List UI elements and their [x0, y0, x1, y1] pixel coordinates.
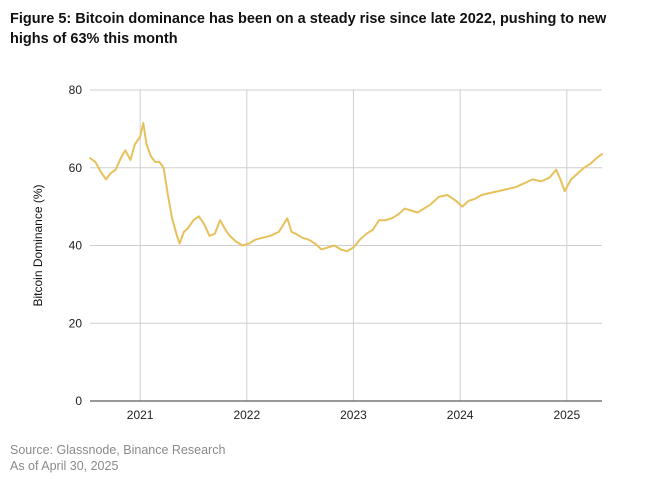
y-tick-label: 60	[69, 161, 83, 175]
y-axis-label: Bitcoin Dominance (%)	[31, 184, 45, 306]
source-line: Source: Glassnode, Binance Research	[10, 443, 226, 457]
chart-grid	[90, 89, 602, 401]
y-tick-label: 40	[69, 239, 83, 253]
series-layer	[89, 122, 603, 253]
x-tick-label: 2021	[127, 408, 154, 422]
x-axis-ticks: 2021 2022 2023 2024 2025	[127, 408, 581, 422]
y-tick-label: 20	[69, 316, 83, 330]
chart-title: Figure 5: Bitcoin dominance has been on …	[10, 11, 607, 47]
x-tick-label: 2023	[340, 408, 367, 422]
y-tick-label: 80	[69, 83, 83, 97]
x-tick-label: 2025	[553, 408, 580, 422]
series-line-0	[89, 122, 603, 253]
x-tick-label: 2022	[233, 408, 260, 422]
line-chart: 0 20 40 60 80 2021 2022 2023 2024 2025 Bitcoin D…	[31, 83, 603, 422]
as-of-line: As of April 30, 2025	[10, 459, 119, 473]
y-axis-ticks: 0 20 40 60 80	[69, 83, 83, 408]
source-note: Source: Glassnode, Binance Research As o…	[10, 442, 225, 474]
x-tick-label: 2024	[447, 408, 474, 422]
y-tick-label: 0	[75, 394, 82, 408]
